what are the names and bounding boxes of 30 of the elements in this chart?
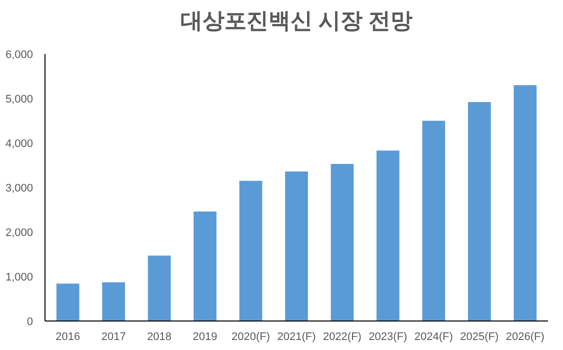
bar [514, 85, 537, 321]
x-tick-label: 2025(F) [460, 331, 499, 343]
y-tick-label: 6,000 [5, 49, 33, 61]
bar [376, 150, 400, 321]
y-tick-label: 0 [26, 316, 33, 328]
x-tick-label: 2016 [56, 331, 80, 343]
bar [56, 284, 80, 321]
x-tick-label: 2022(F) [322, 331, 362, 343]
bar [330, 164, 354, 321]
x-tick-label: 2021(F) [277, 331, 316, 343]
y-tick-label: 4,000 [5, 138, 33, 150]
y-tick-label: 5,000 [5, 94, 33, 106]
x-tick-label: 2023(F) [368, 331, 408, 343]
x-tick-label: 2019 [192, 331, 218, 343]
bar [148, 256, 171, 321]
bar [239, 180, 262, 321]
bar [102, 282, 126, 321]
x-tick-label: 2020(F) [232, 331, 270, 343]
x-tick-label: 2026(F) [506, 331, 544, 343]
x-tick-label: 2017 [101, 331, 126, 343]
bar [194, 212, 216, 321]
x-tick-label: 2018 [147, 331, 172, 343]
bar [285, 171, 308, 321]
y-tick-label: 1,000 [5, 272, 33, 284]
bar [468, 102, 491, 321]
chart-title: 대상포진백신 시장 전망 [180, 8, 413, 33]
y-tick-label: 2,000 [5, 227, 33, 239]
bar [422, 120, 446, 321]
x-tick-label: 2024(F) [414, 331, 453, 343]
y-tick-label: 3,000 [5, 182, 33, 194]
